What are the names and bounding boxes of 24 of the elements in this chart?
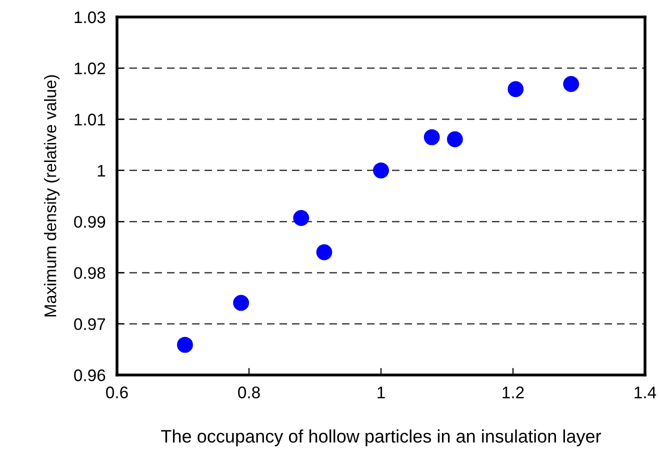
y-tick-label: 1.02 <box>74 62 106 74</box>
y-tick-label: 1 <box>98 165 106 176</box>
point <box>293 210 310 226</box>
y-tick-label: 1.03 <box>74 11 106 24</box>
y-tick-label: 0.98 <box>74 267 106 279</box>
point <box>316 244 332 260</box>
point <box>233 294 250 311</box>
x-axis-title: The occupancy of hollow particles in an insulation layer <box>161 429 602 446</box>
point <box>446 131 463 148</box>
x-tick-label: 1 <box>378 386 385 398</box>
x-tick-label: 1.4 <box>634 386 656 398</box>
y-tick-label: 0.96 <box>74 369 106 382</box>
x-tick-label: 0.6 <box>106 386 128 398</box>
y-tick-label: 0.97 <box>74 318 106 330</box>
y-axis-title: Maximum density (relative value) <box>44 75 60 316</box>
x-tick-label: 0.8 <box>238 386 260 398</box>
point <box>373 162 389 178</box>
y-tick-label: 0.99 <box>74 216 106 228</box>
y-tick-label: 1.01 <box>74 114 106 126</box>
point <box>563 76 580 92</box>
point <box>424 129 440 146</box>
point <box>177 336 193 353</box>
point <box>508 81 524 98</box>
x-tick-label: 1.2 <box>502 386 524 398</box>
